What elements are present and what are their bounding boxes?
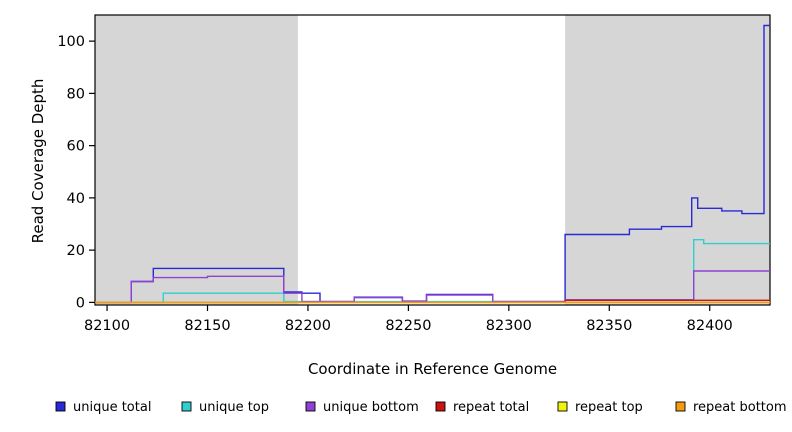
y-tick-label: 100 [57, 34, 85, 50]
y-tick-label: 20 [67, 243, 85, 259]
x-tick-label: 82200 [285, 318, 331, 334]
legend-label-repeat-top: repeat top [575, 400, 643, 415]
legend-label-unique-total: unique total [73, 400, 151, 415]
x-tick-label: 82250 [385, 318, 431, 334]
legend-label-unique-top: unique top [199, 400, 269, 415]
x-axis-label: Coordinate in Reference Genome [307, 360, 558, 378]
x-tick-label: 82300 [486, 318, 532, 334]
legend-swatch-repeat-bottom [675, 401, 686, 412]
y-tick-label: 60 [67, 139, 85, 155]
legend-label-unique-bottom: unique bottom [323, 400, 419, 415]
repeat-region-shading-0 [95, 15, 298, 305]
legend-swatch-repeat-top [557, 401, 568, 412]
y-tick-label: 40 [67, 191, 85, 207]
y-tick-label: 0 [76, 295, 85, 311]
legend-swatch-repeat-total [435, 401, 446, 412]
x-tick-label: 82400 [687, 318, 733, 334]
x-tick-label: 82350 [586, 318, 632, 334]
plot-border [94, 14, 771, 306]
legend-swatch-unique-total [55, 401, 66, 412]
y-tick-label: 80 [67, 86, 85, 102]
legend-swatch-unique-top [181, 401, 192, 412]
y-axis-label: Read Coverage Depth [29, 78, 47, 244]
legend-swatch-unique-bottom [305, 401, 316, 412]
repeat-region-shading-1 [565, 15, 770, 305]
x-tick-label: 82150 [184, 318, 230, 334]
x-tick-label: 82100 [84, 318, 130, 334]
legend-label-repeat-bottom: repeat bottom [693, 400, 787, 415]
legend-label-repeat-total: repeat total [453, 400, 529, 415]
